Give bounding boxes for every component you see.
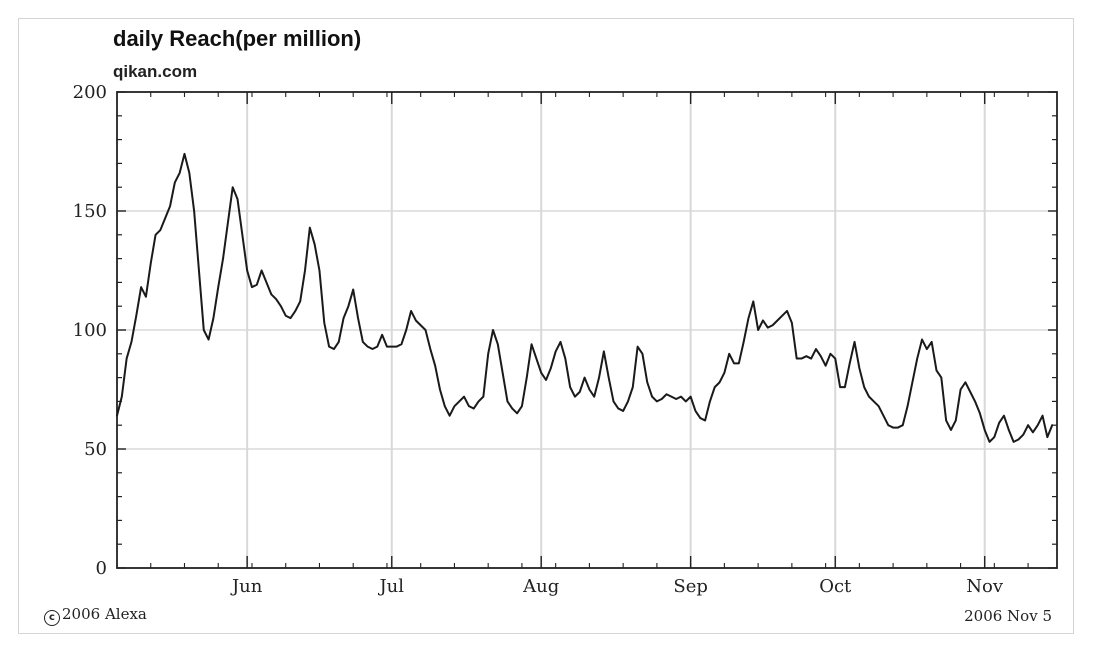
y-tick-label: 50	[84, 439, 107, 460]
series-line	[116, 152, 1054, 443]
copyright-icon: c	[44, 610, 60, 626]
date-footer: 2006 Nov 5	[964, 607, 1052, 625]
chart-subtitle: qikan.com	[113, 62, 198, 81]
x-tick-label: Nov	[966, 576, 1004, 597]
tick-label-layer: 0 50 100 150 200 Jun Jul Aug Sep Oct Nov	[73, 82, 1004, 597]
grid-layer	[117, 92, 1057, 568]
x-tick-label: Jun	[230, 576, 263, 597]
y-tick-label: 150	[73, 201, 107, 222]
axis-layer	[116, 91, 1058, 569]
plot-border	[116, 91, 1058, 569]
x-tick-label: Sep	[673, 576, 708, 597]
series-layer	[116, 152, 1054, 443]
x-tick-label: Jul	[377, 576, 404, 597]
chart-frame	[18, 18, 1074, 634]
copyright-footer: c 2006 Alexa	[44, 605, 147, 626]
y-tick-label: 100	[73, 320, 107, 341]
y-tick-label: 200	[73, 82, 107, 103]
x-tick-label: Aug	[522, 576, 559, 597]
x-tick-label: Oct	[819, 576, 852, 597]
y-tick-label: 0	[96, 558, 107, 579]
copyright-text: 2006 Alexa	[62, 605, 147, 623]
chart-title: daily Reach(per million)	[113, 26, 362, 51]
